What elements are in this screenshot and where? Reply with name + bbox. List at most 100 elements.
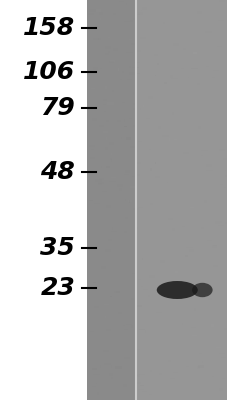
FancyBboxPatch shape [164, 89, 169, 90]
FancyBboxPatch shape [102, 191, 107, 192]
FancyBboxPatch shape [89, 200, 93, 202]
FancyBboxPatch shape [129, 186, 135, 188]
FancyBboxPatch shape [132, 176, 136, 177]
FancyBboxPatch shape [221, 378, 224, 379]
Ellipse shape [156, 281, 197, 299]
FancyBboxPatch shape [187, 354, 190, 356]
FancyBboxPatch shape [217, 225, 223, 226]
FancyBboxPatch shape [102, 130, 108, 133]
FancyBboxPatch shape [191, 280, 192, 282]
FancyBboxPatch shape [93, 76, 94, 79]
FancyBboxPatch shape [160, 393, 166, 394]
FancyBboxPatch shape [129, 113, 134, 114]
FancyBboxPatch shape [123, 357, 129, 359]
FancyBboxPatch shape [222, 158, 227, 160]
FancyBboxPatch shape [111, 396, 113, 398]
FancyBboxPatch shape [153, 54, 158, 56]
FancyBboxPatch shape [207, 298, 211, 300]
FancyBboxPatch shape [140, 385, 143, 386]
FancyBboxPatch shape [210, 324, 213, 327]
FancyBboxPatch shape [153, 325, 155, 326]
FancyBboxPatch shape [123, 384, 126, 386]
FancyBboxPatch shape [90, 331, 93, 332]
FancyBboxPatch shape [176, 148, 179, 150]
FancyBboxPatch shape [141, 258, 142, 260]
FancyBboxPatch shape [223, 186, 225, 188]
FancyBboxPatch shape [217, 150, 224, 151]
FancyBboxPatch shape [190, 128, 196, 130]
FancyBboxPatch shape [126, 324, 132, 325]
FancyBboxPatch shape [182, 357, 185, 358]
FancyBboxPatch shape [105, 147, 108, 150]
FancyBboxPatch shape [106, 166, 109, 168]
FancyBboxPatch shape [141, 391, 147, 392]
FancyBboxPatch shape [190, 327, 195, 328]
FancyBboxPatch shape [191, 335, 196, 336]
FancyBboxPatch shape [205, 164, 211, 166]
FancyBboxPatch shape [155, 385, 157, 387]
FancyBboxPatch shape [132, 125, 136, 127]
FancyBboxPatch shape [124, 126, 127, 127]
FancyBboxPatch shape [138, 329, 144, 330]
FancyBboxPatch shape [126, 123, 127, 126]
FancyBboxPatch shape [128, 272, 129, 273]
FancyBboxPatch shape [136, 174, 140, 176]
FancyBboxPatch shape [93, 42, 99, 44]
FancyBboxPatch shape [213, 230, 215, 231]
FancyBboxPatch shape [107, 217, 108, 220]
FancyBboxPatch shape [98, 38, 100, 40]
FancyBboxPatch shape [101, 266, 105, 268]
FancyBboxPatch shape [108, 50, 109, 53]
FancyBboxPatch shape [202, 199, 205, 202]
FancyBboxPatch shape [216, 46, 221, 47]
FancyBboxPatch shape [184, 254, 187, 257]
Text: 158: 158 [23, 16, 75, 40]
FancyBboxPatch shape [100, 18, 101, 20]
FancyBboxPatch shape [224, 170, 225, 172]
FancyBboxPatch shape [105, 316, 106, 318]
FancyBboxPatch shape [106, 205, 110, 208]
FancyBboxPatch shape [97, 392, 99, 395]
FancyBboxPatch shape [211, 376, 214, 377]
FancyBboxPatch shape [111, 177, 116, 178]
FancyBboxPatch shape [193, 308, 196, 311]
FancyBboxPatch shape [114, 291, 120, 293]
Text: 23: 23 [40, 276, 75, 300]
FancyBboxPatch shape [211, 135, 216, 136]
FancyBboxPatch shape [92, 368, 97, 369]
FancyBboxPatch shape [92, 306, 94, 309]
FancyBboxPatch shape [105, 46, 111, 49]
FancyBboxPatch shape [225, 82, 227, 83]
FancyBboxPatch shape [192, 52, 197, 54]
FancyBboxPatch shape [98, 348, 99, 351]
FancyBboxPatch shape [200, 227, 203, 229]
FancyBboxPatch shape [110, 158, 112, 160]
FancyBboxPatch shape [201, 361, 202, 364]
FancyBboxPatch shape [89, 9, 95, 12]
FancyBboxPatch shape [104, 86, 107, 90]
FancyBboxPatch shape [92, 118, 96, 121]
FancyBboxPatch shape [191, 273, 197, 276]
FancyBboxPatch shape [110, 296, 112, 297]
FancyBboxPatch shape [91, 368, 96, 370]
FancyBboxPatch shape [109, 60, 115, 62]
FancyBboxPatch shape [151, 197, 154, 200]
FancyBboxPatch shape [163, 22, 164, 24]
FancyBboxPatch shape [155, 160, 157, 162]
FancyBboxPatch shape [195, 210, 202, 211]
FancyBboxPatch shape [94, 306, 99, 308]
FancyBboxPatch shape [97, 153, 99, 156]
FancyBboxPatch shape [140, 286, 142, 287]
FancyBboxPatch shape [218, 352, 224, 354]
FancyBboxPatch shape [143, 310, 147, 312]
Text: 79: 79 [40, 96, 75, 120]
FancyBboxPatch shape [113, 48, 118, 51]
FancyBboxPatch shape [106, 220, 110, 221]
FancyBboxPatch shape [188, 146, 189, 147]
FancyBboxPatch shape [168, 60, 171, 64]
FancyBboxPatch shape [109, 142, 113, 145]
FancyBboxPatch shape [132, 148, 134, 149]
FancyBboxPatch shape [190, 68, 197, 69]
FancyBboxPatch shape [197, 365, 203, 368]
FancyBboxPatch shape [192, 87, 196, 88]
